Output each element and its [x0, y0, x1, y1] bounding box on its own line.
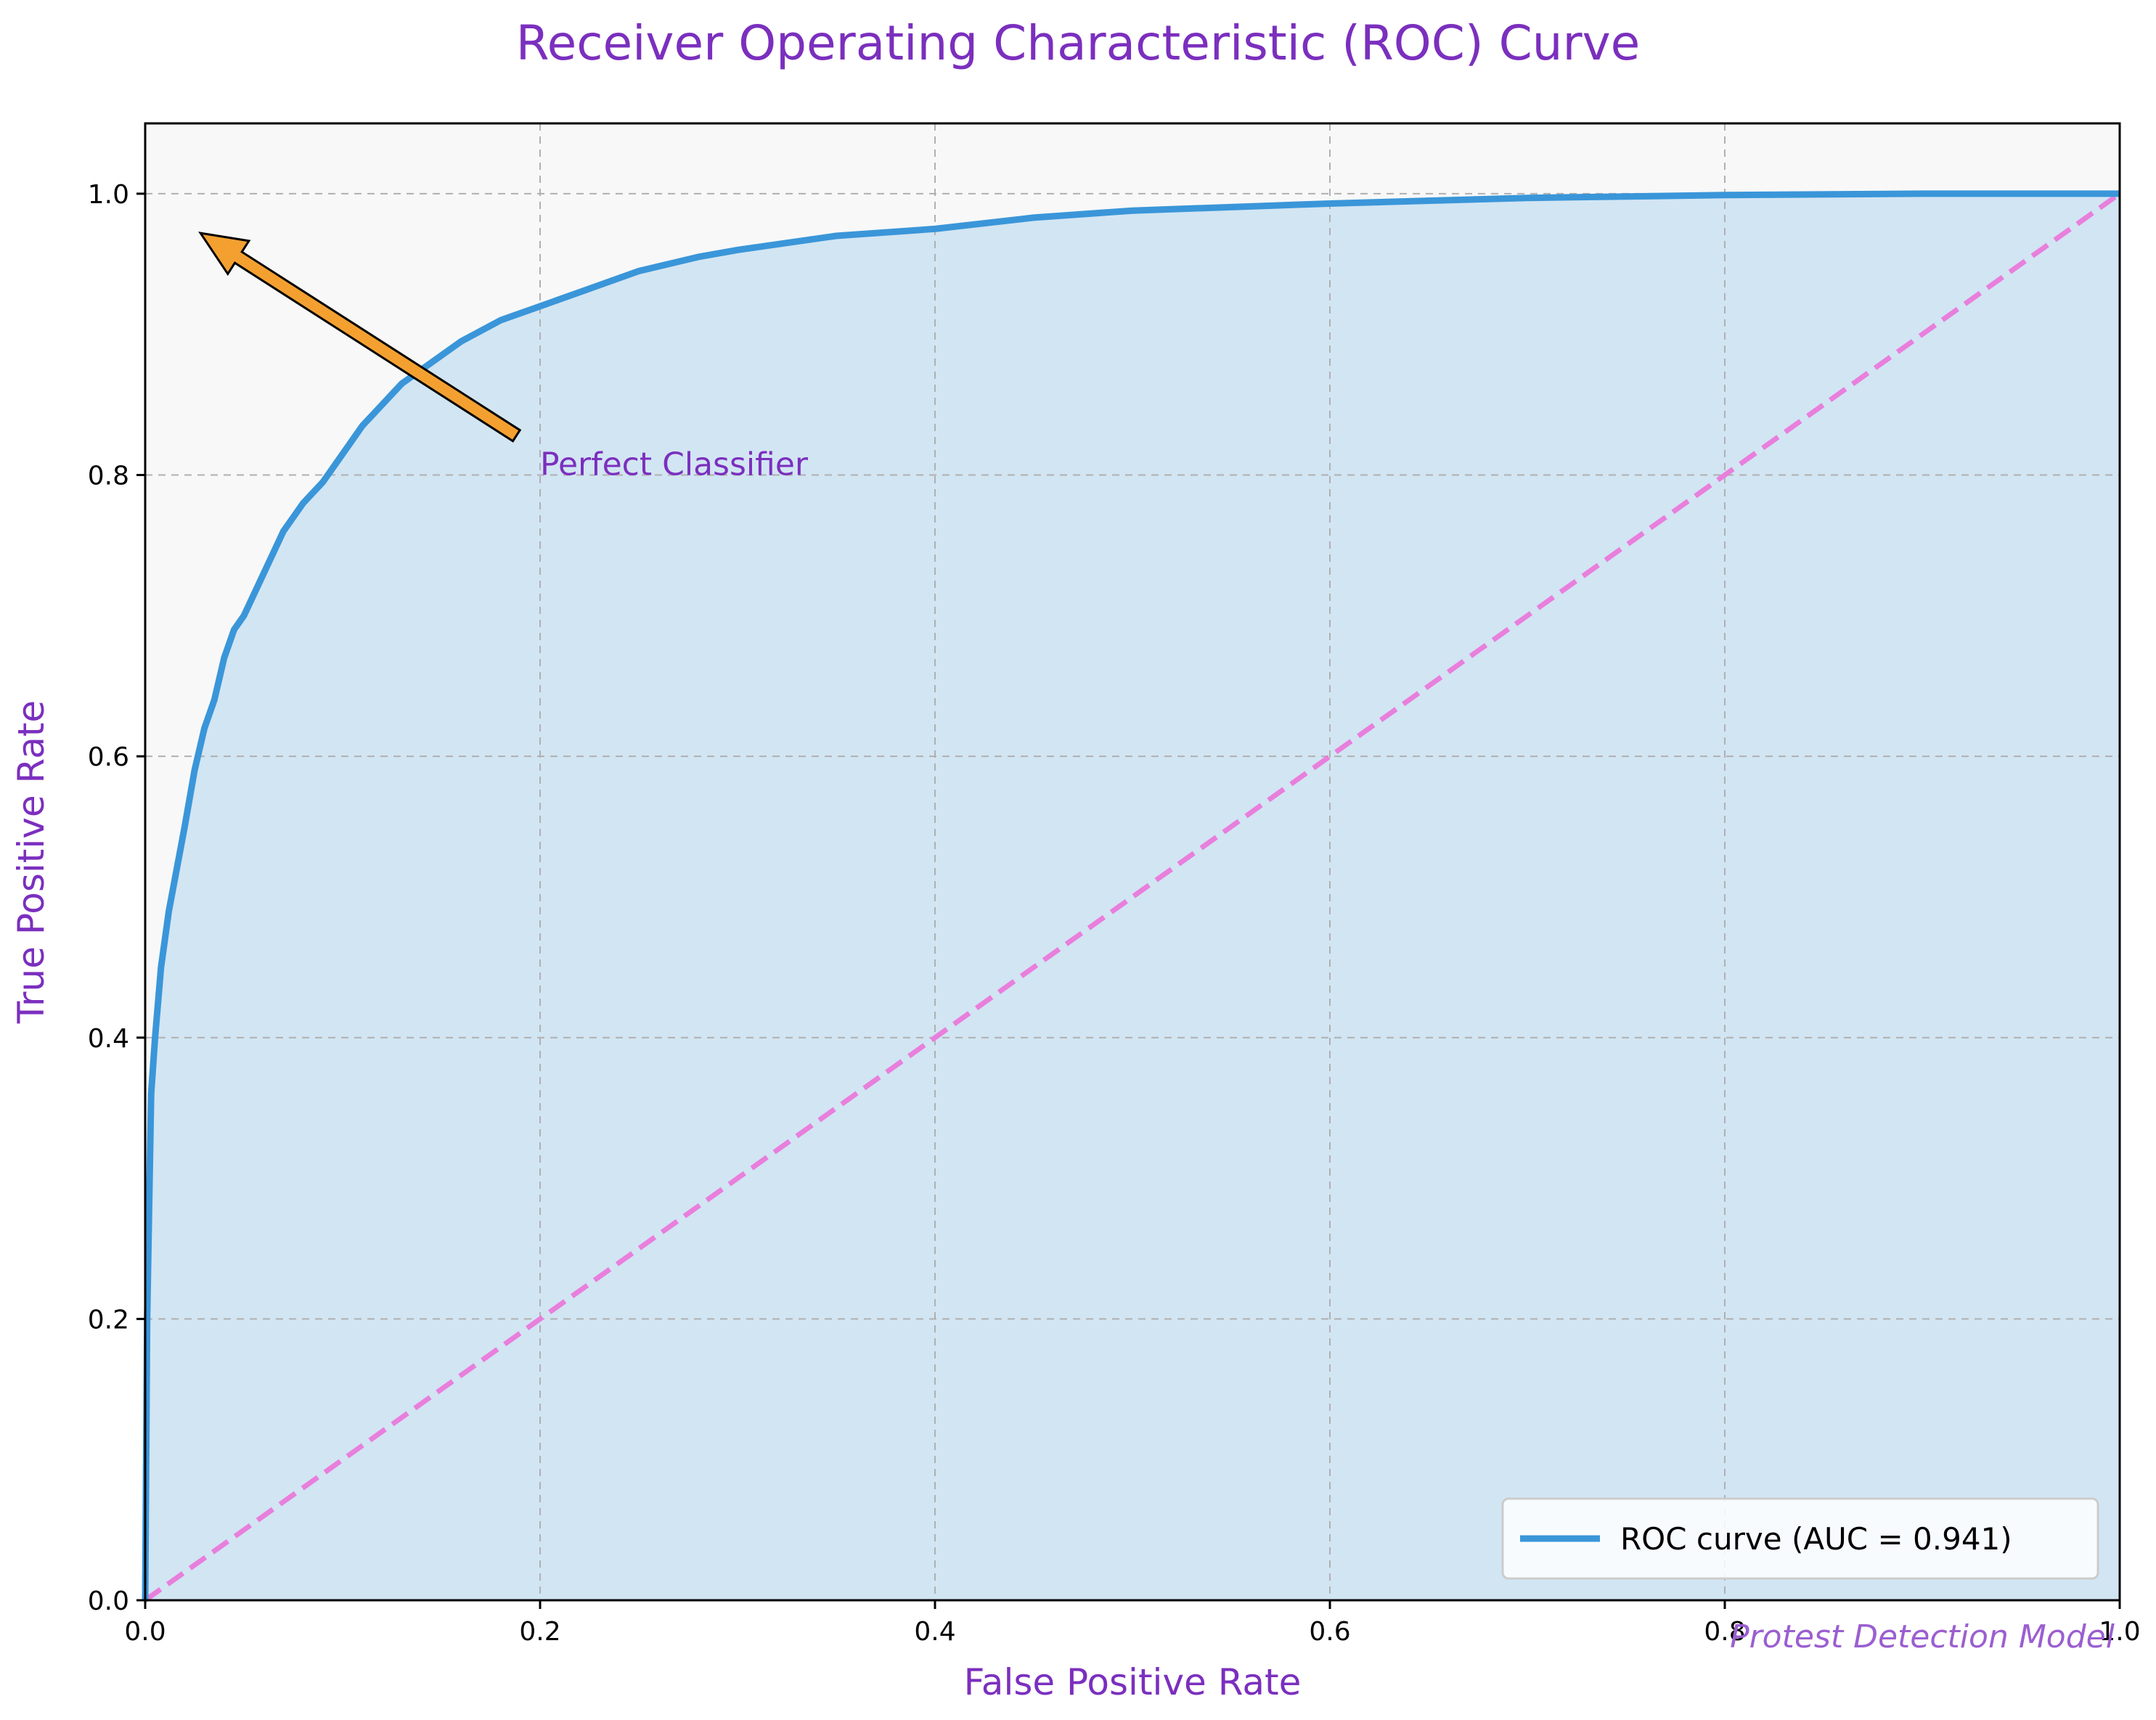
y-axis-label: True Positive Rate: [10, 700, 52, 1024]
roc-curve-line: [142, 190, 2120, 1601]
x-tick-label-1.0: 1.0: [2099, 1617, 2140, 1647]
y-tick-label-0.0: 0.0: [88, 1586, 129, 1616]
chart-title: Receiver Operating Characteristic (ROC) …: [516, 15, 1641, 71]
y-tick-label-1.0: 1.0: [88, 180, 129, 210]
y-tick-label-0.8: 0.8: [88, 462, 129, 491]
plot-frame: [144, 122, 2121, 1602]
x-tick-label-0.8: 0.8: [1704, 1617, 1745, 1647]
x-tick-label-0.0: 0.0: [124, 1617, 166, 1647]
roc-area-fill: [145, 193, 2120, 1600]
y-tick-label-0.4: 0.4: [88, 1024, 129, 1054]
annotation-arrow: [198, 232, 522, 443]
x-tick-label-0.6: 0.6: [1309, 1617, 1350, 1647]
axis-ticks: 0.0 0.2 0.4 0.6 0.8 1.0 0.0 0.2 0.4 0.6 0.8 1.0: [88, 180, 2141, 1647]
watermark-text: Protest Detection Model: [1730, 1618, 2115, 1655]
random-classifier-line: [143, 192, 2122, 1602]
legend: ROC curve (AUC = 0.941): [1501, 1497, 2099, 1580]
x-tick-label-0.4: 0.4: [914, 1617, 955, 1647]
legend-entry-roc: ROC curve (AUC = 0.941): [1620, 1521, 2012, 1557]
x-tick-label-0.2: 0.2: [519, 1617, 560, 1647]
y-tick-label-0.6: 0.6: [88, 742, 129, 772]
y-tick-label-0.2: 0.2: [88, 1305, 129, 1335]
annotation-perfect-classifier: Perfect Classifier: [540, 446, 809, 483]
x-axis-label: False Positive Rate: [964, 1661, 1302, 1703]
legend-box: [1501, 1497, 2099, 1580]
